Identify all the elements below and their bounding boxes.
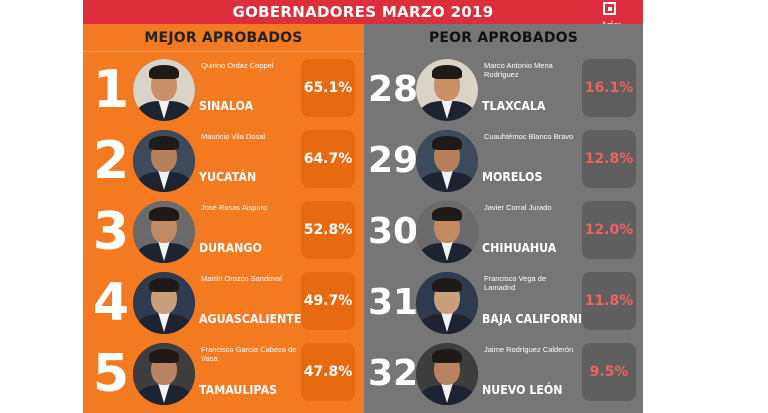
- rank-number: 5: [92, 344, 130, 404]
- state-name: BAJA CALIFORNIA: [482, 312, 591, 326]
- approval-percentage: 16.1%: [582, 59, 636, 117]
- approval-percentage: 9.5%: [582, 343, 636, 401]
- best-row: 2 Mauricio Vila Dosal YUCATÁN 64.7%: [83, 126, 364, 196]
- state-name: TAMAULIPAS: [199, 383, 278, 397]
- approval-percentage: 49.7%: [301, 272, 355, 330]
- infographic: GOBERNADORES MARZO 2019 Arias MEJOR APRO…: [83, 0, 643, 413]
- approval-percentage: 47.8%: [301, 343, 355, 401]
- rank-number: 31: [368, 282, 419, 323]
- worst-row: 28 Marco Antonio Mena Rodríguez TLAXCALA…: [364, 55, 643, 125]
- rank-number: 29: [368, 140, 419, 181]
- governor-photo: [416, 130, 478, 192]
- state-name: AGUASCALIENTES: [199, 312, 310, 326]
- governor-name: Javier Corral Jurado: [484, 203, 552, 212]
- governor-photo: [133, 272, 195, 334]
- state-name: DURANGO: [199, 241, 262, 255]
- governor-photo: [133, 343, 195, 405]
- state-name: YUCATÁN: [199, 170, 257, 184]
- state-name: NUEVO LEÓN: [482, 383, 563, 397]
- logo-mark-icon: [603, 2, 616, 15]
- approval-percentage: 12.0%: [582, 201, 636, 259]
- governor-name: Marco Antonio Mena Rodríguez: [484, 61, 553, 79]
- governor-photo: [133, 59, 195, 121]
- governor-name: José Rosas Aispuro: [201, 203, 268, 212]
- worst-row: 32 Jaime Rodríguez Calderón NUEVO LEÓN 9…: [364, 339, 643, 409]
- approval-percentage: 11.8%: [582, 272, 636, 330]
- worst-approved-header: PEOR APROBADOS: [428, 30, 579, 46]
- governor-name: Quirino Ordaz Coppel: [201, 61, 274, 70]
- governor-name: Martín Orozco Sandoval: [201, 274, 282, 283]
- approval-percentage: 12.8%: [582, 130, 636, 188]
- arias-logo: Arias: [597, 2, 637, 29]
- rank-number: 28: [368, 69, 419, 110]
- rank-number: 32: [368, 353, 419, 394]
- governor-name: Mauricio Vila Dosal: [201, 132, 266, 141]
- governor-photo: [133, 201, 195, 263]
- governor-name: Francisco Vega de Lamadrid: [484, 274, 547, 292]
- best-approved-header: MEJOR APROBADOS: [83, 24, 364, 52]
- rank-number: 2: [92, 131, 130, 191]
- worst-approved-panel: PEOR APROBADOS 28 Marco Antonio Mena Rod…: [364, 24, 643, 413]
- governor-name: Francisco García Cabeza de Vaca: [201, 345, 297, 363]
- best-approved-panel: MEJOR APROBADOS 1 Quirino Ordaz Coppel S…: [83, 24, 364, 413]
- title-bar: GOBERNADORES MARZO 2019 Arias: [83, 0, 643, 29]
- governor-name: Cuauhtémoc Blanco Bravo: [484, 132, 574, 141]
- governor-photo: [416, 272, 478, 334]
- state-name: CHIHUAHUA: [482, 241, 557, 255]
- approval-percentage: 65.1%: [301, 59, 355, 117]
- state-name: TLAXCALA: [482, 99, 546, 113]
- rank-number: 30: [368, 211, 419, 252]
- infographic-title: GOBERNADORES MARZO 2019: [232, 3, 494, 21]
- approval-percentage: 64.7%: [301, 130, 355, 188]
- worst-row: 31 Francisco Vega de Lamadrid BAJA CALIF…: [364, 268, 643, 338]
- rank-number: 4: [92, 273, 130, 333]
- governor-photo: [416, 59, 478, 121]
- state-name: SINALOA: [199, 99, 254, 113]
- worst-row: 30 Javier Corral Jurado CHIHUAHUA 12.0%: [364, 197, 643, 267]
- governor-photo: [416, 343, 478, 405]
- governor-photo: [133, 130, 195, 192]
- best-row: 5 Francisco García Cabeza de Vaca TAMAUL…: [83, 339, 364, 409]
- rank-number: 3: [92, 202, 130, 262]
- best-row: 4 Martín Orozco Sandoval AGUASCALIENTES …: [83, 268, 364, 338]
- worst-row: 29 Cuauhtémoc Blanco Bravo MORELOS 12.8%: [364, 126, 643, 196]
- approval-percentage: 52.8%: [301, 201, 355, 259]
- governor-name: Jaime Rodríguez Calderón: [484, 345, 574, 354]
- state-name: MORELOS: [482, 170, 543, 184]
- best-row: 3 José Rosas Aispuro DURANGO 52.8%: [83, 197, 364, 267]
- best-row: 1 Quirino Ordaz Coppel SINALOA 65.1%: [83, 55, 364, 125]
- governor-photo: [416, 201, 478, 263]
- rank-number: 1: [92, 60, 130, 120]
